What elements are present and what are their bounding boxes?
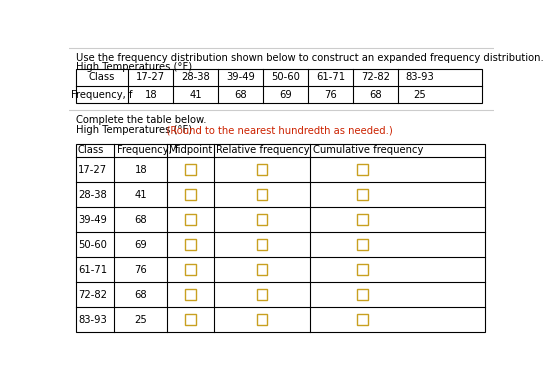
Text: 69: 69 — [135, 240, 147, 250]
Text: Relative frequency: Relative frequency — [216, 146, 310, 155]
Bar — [185, 239, 196, 250]
Text: High Temperatures (°F): High Temperatures (°F) — [76, 125, 192, 135]
Text: 68: 68 — [234, 90, 247, 100]
Bar — [357, 314, 368, 325]
Bar — [185, 189, 196, 200]
Text: 83-93: 83-93 — [78, 315, 107, 325]
Bar — [357, 289, 368, 300]
Text: 72-82: 72-82 — [361, 72, 390, 82]
Text: (Round to the nearest hundredth as needed.): (Round to the nearest hundredth as neede… — [154, 125, 393, 135]
Text: Midpoint: Midpoint — [170, 146, 212, 155]
Bar — [256, 264, 267, 275]
Text: 50-60: 50-60 — [271, 72, 300, 82]
Text: Class: Class — [78, 146, 104, 155]
Text: 17-27: 17-27 — [78, 165, 107, 175]
Text: 68: 68 — [135, 290, 147, 300]
Text: 76: 76 — [324, 90, 337, 100]
Text: 83-93: 83-93 — [406, 72, 434, 82]
Bar — [357, 215, 368, 225]
Text: 41: 41 — [189, 90, 202, 100]
Text: 39-49: 39-49 — [226, 72, 255, 82]
Text: 69: 69 — [279, 90, 292, 100]
Text: 61-71: 61-71 — [316, 72, 345, 82]
Bar — [76, 144, 485, 332]
Bar — [357, 264, 368, 275]
Text: 72-82: 72-82 — [78, 290, 107, 300]
Text: 18: 18 — [135, 165, 147, 175]
Bar — [357, 165, 368, 175]
Text: 18: 18 — [144, 90, 157, 100]
Text: 39-49: 39-49 — [78, 215, 107, 225]
Text: 17-27: 17-27 — [136, 72, 165, 82]
Bar — [185, 289, 196, 300]
Bar — [357, 239, 368, 250]
Bar — [357, 189, 368, 200]
Bar — [185, 165, 196, 175]
Text: Frequency, f: Frequency, f — [117, 146, 178, 155]
Text: Cumulative frequency: Cumulative frequency — [313, 146, 423, 155]
Text: High Temperatures (°F): High Temperatures (°F) — [76, 62, 192, 72]
Bar — [256, 165, 267, 175]
Text: 25: 25 — [135, 315, 147, 325]
Bar — [185, 215, 196, 225]
Text: 28-38: 28-38 — [181, 72, 210, 82]
Text: 41: 41 — [135, 190, 147, 200]
Text: 68: 68 — [369, 90, 382, 100]
Text: 76: 76 — [135, 265, 147, 275]
Text: Frequency, f: Frequency, f — [71, 90, 133, 100]
Bar — [185, 264, 196, 275]
Text: Complete the table below.: Complete the table below. — [76, 115, 206, 125]
Bar — [256, 189, 267, 200]
Bar — [76, 69, 481, 104]
Text: 28-38: 28-38 — [78, 190, 107, 200]
Text: Class: Class — [89, 72, 115, 82]
Bar — [256, 289, 267, 300]
Bar — [256, 239, 267, 250]
Bar — [256, 215, 267, 225]
Text: 25: 25 — [414, 90, 427, 100]
Bar — [185, 314, 196, 325]
Text: 68: 68 — [135, 215, 147, 225]
Bar — [256, 314, 267, 325]
Text: 61-71: 61-71 — [78, 265, 107, 275]
Text: Use the frequency distribution shown below to construct an expanded frequency di: Use the frequency distribution shown bel… — [76, 53, 544, 63]
Text: 50-60: 50-60 — [78, 240, 107, 250]
